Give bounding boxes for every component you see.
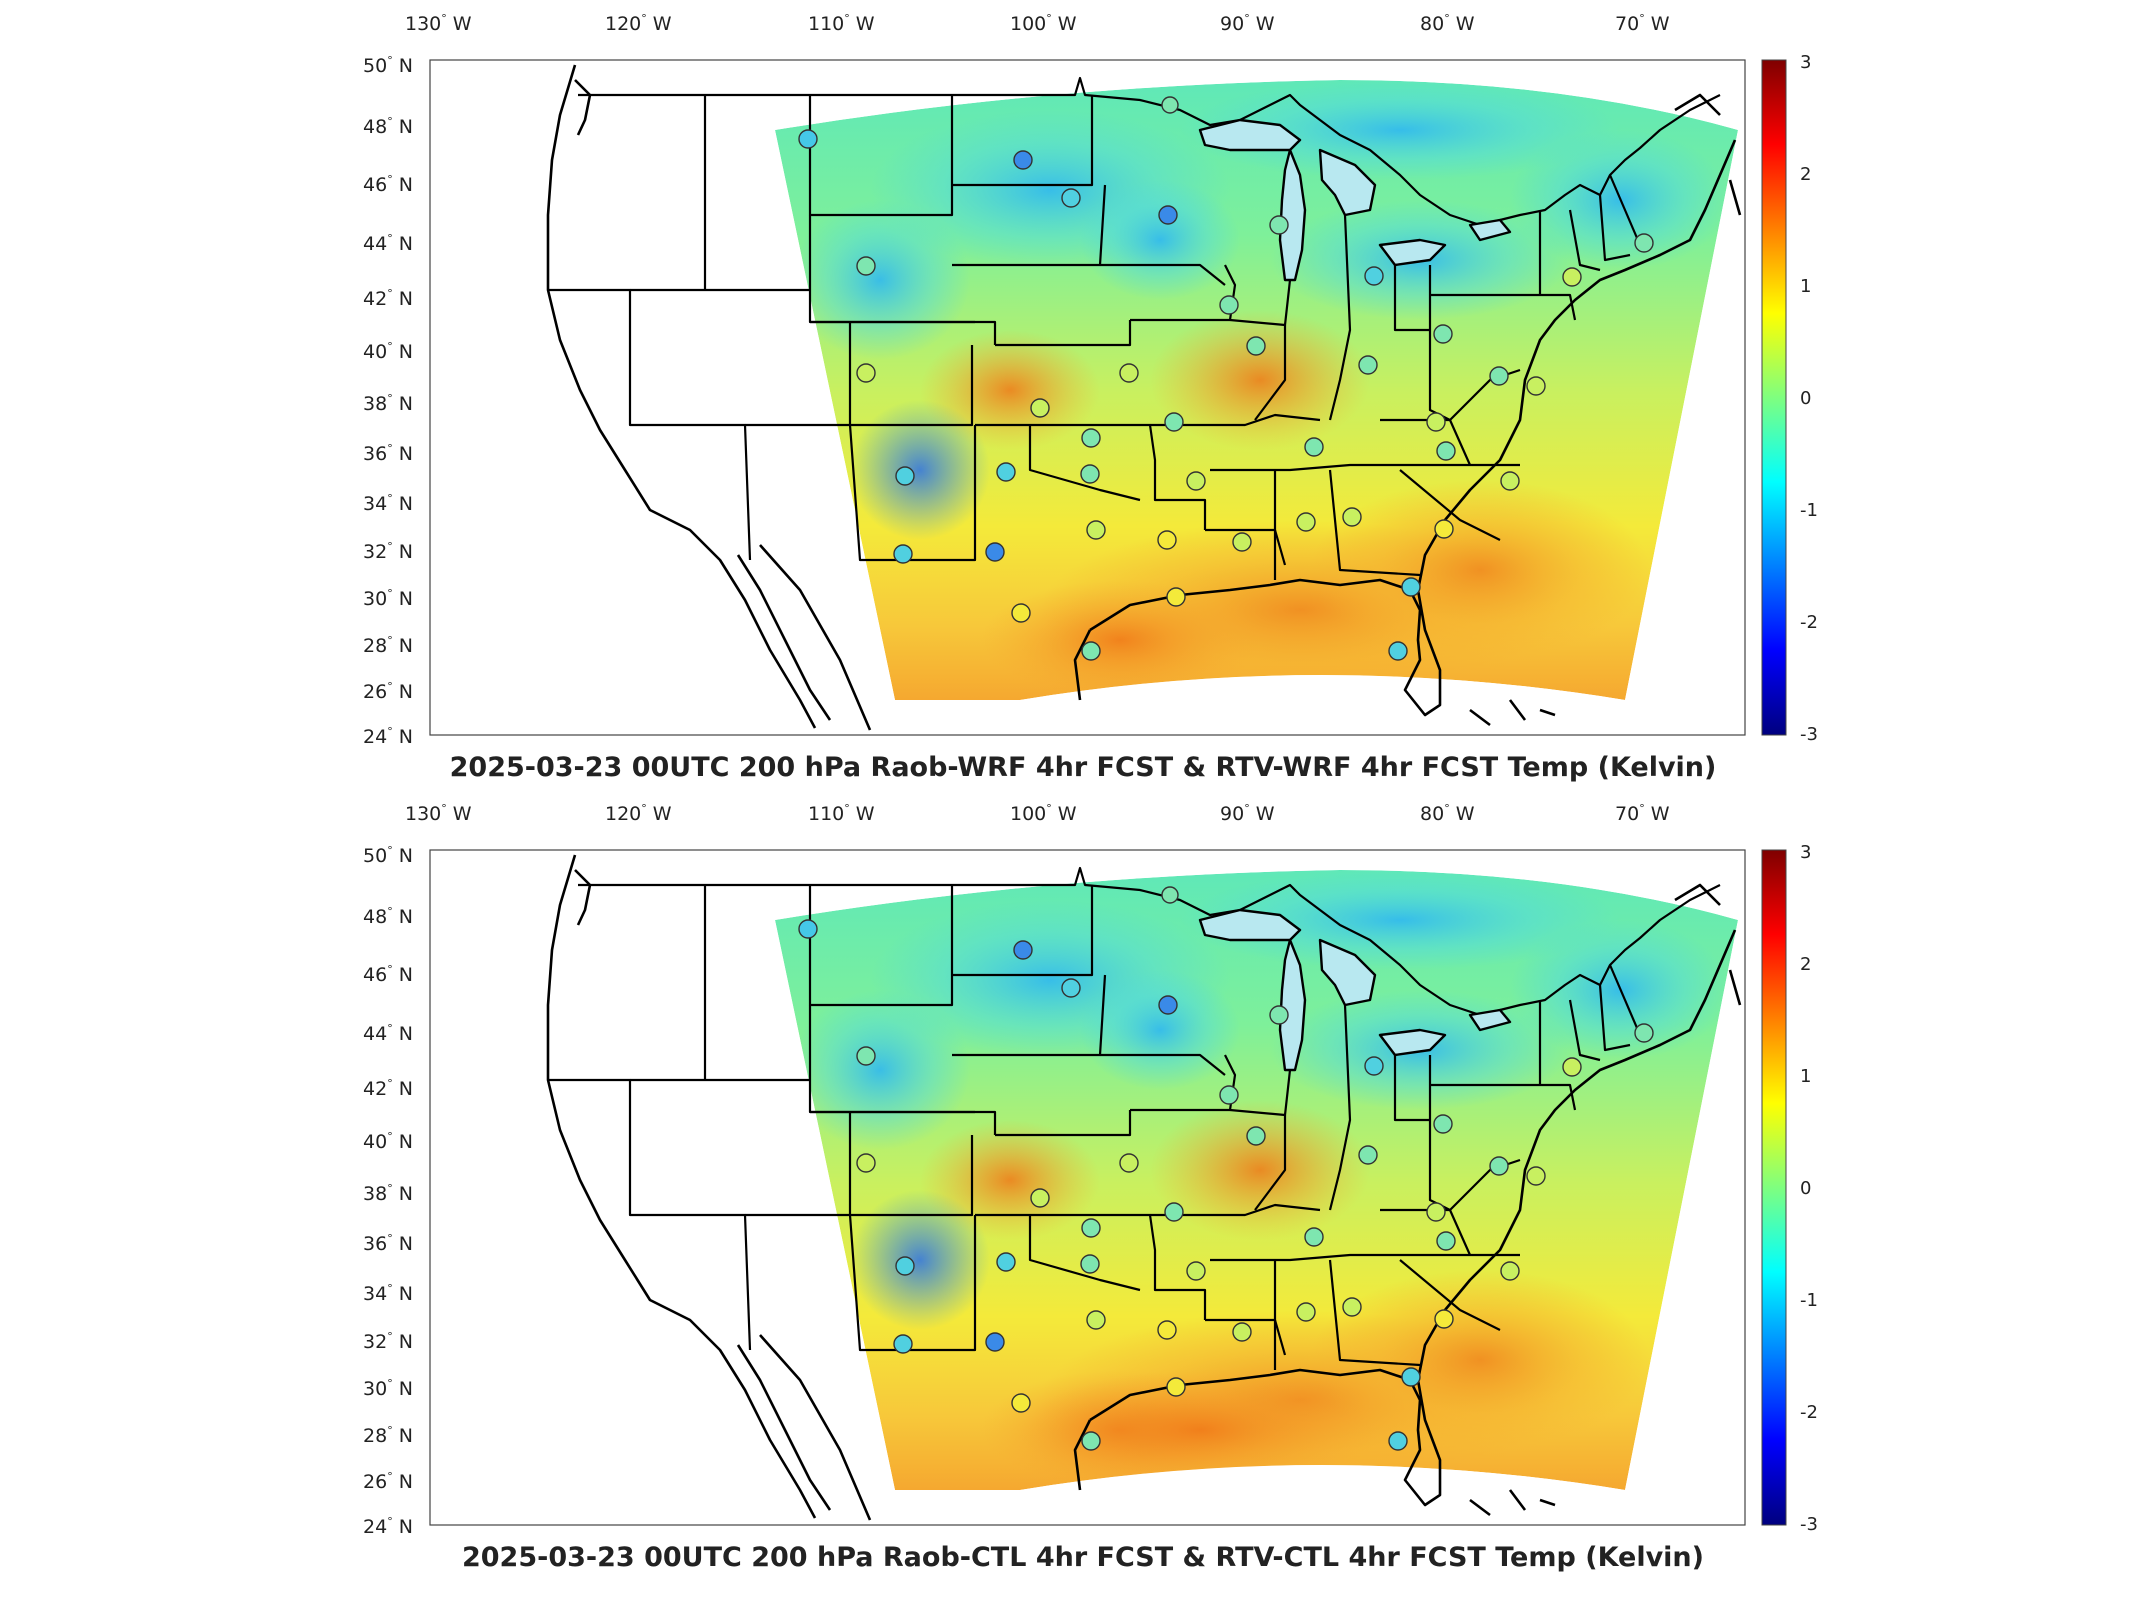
svg-text:42°N: 42° N	[363, 287, 413, 310]
colorbar-tick: -3	[1800, 1514, 1818, 1535]
svg-text:48°N: 48° N	[363, 115, 413, 138]
longitude-tick-labels: 130° W 120° W 110° W 100° W 90° W 80° W 70° W	[405, 12, 1670, 35]
svg-text:26°N: 26° N	[363, 680, 413, 703]
map-frame	[429, 849, 1746, 1526]
svg-text:120°W: 120° W	[605, 12, 672, 35]
lon-tick: 90	[1220, 803, 1244, 825]
svg-text:46°N: 46° N	[363, 173, 413, 196]
lon-tick: 70	[1615, 803, 1639, 825]
station-markers	[798, 886, 1654, 1451]
temperature-field	[775, 80, 1738, 700]
svg-text:42°N: 42° N	[363, 1077, 413, 1100]
lon-tick: 90	[1220, 13, 1244, 35]
svg-text:24°N: 24° N	[363, 725, 413, 748]
lon-tick: 100	[1010, 803, 1046, 825]
latitude-tick-labels: 50° N 48° N 46° N 44° N 42° N 40° N 38° N 36° N …	[363, 844, 413, 1538]
svg-text:44°N: 44° N	[363, 232, 413, 255]
svg-text:80°W: 80° W	[1420, 12, 1475, 35]
svg-text:130°W: 130° W	[405, 802, 472, 825]
colorbar-tick: -2	[1800, 612, 1818, 633]
svg-text:100°W: 100° W	[1010, 802, 1077, 825]
svg-text:36°N: 36° N	[363, 442, 413, 465]
lon-tick: 130	[405, 803, 441, 825]
svg-text:70°W: 70° W	[1615, 12, 1670, 35]
svg-text:90°W: 90° W	[1220, 12, 1275, 35]
svg-text:110°W: 110° W	[808, 12, 875, 35]
svg-text:34°N: 34° N	[363, 1282, 413, 1305]
svg-text:110°W: 110° W	[808, 802, 875, 825]
lon-tick: 120	[605, 13, 641, 35]
svg-text:40°N: 40° N	[363, 1130, 413, 1153]
lon-tick: 70	[1615, 13, 1639, 35]
colorbar-tick: 3	[1800, 842, 1811, 863]
lon-tick: 80	[1420, 13, 1444, 35]
svg-text:90°W: 90° W	[1220, 802, 1275, 825]
colorbar: 3 2 1 0 -1 -2 -3	[1761, 52, 1818, 745]
colorbar-tick: 1	[1800, 1066, 1811, 1087]
svg-text:32°N: 32° N	[363, 540, 413, 563]
colorbar-ramp	[1761, 59, 1787, 736]
colorbar-tick: 1	[1800, 276, 1811, 297]
svg-text:120°W: 120° W	[605, 802, 672, 825]
svg-text:40°N: 40° N	[363, 340, 413, 363]
panel-title: 2025-03-23 00UTC 200 hPa Raob-CTL 4hr FC…	[462, 1542, 1704, 1573]
svg-text:100°W: 100° W	[1010, 12, 1077, 35]
lon-tick: 80	[1420, 803, 1444, 825]
svg-text:28°N: 28° N	[363, 1424, 413, 1447]
svg-text:46°N: 46° N	[363, 963, 413, 986]
lon-tick: 110	[808, 803, 844, 825]
panel-top: 130° W 120° W 110° W 100° W 90° W 80° W 70° W 5…	[363, 12, 1818, 783]
svg-text:30°N: 30° N	[363, 587, 413, 610]
svg-text:50°N: 50° N	[363, 844, 413, 867]
station-markers	[798, 96, 1654, 661]
lon-tick: 130	[405, 13, 441, 35]
colorbar-tick: 0	[1800, 1178, 1811, 1199]
panel-title: 2025-03-23 00UTC 200 hPa Raob-WRF 4hr FC…	[450, 752, 1717, 783]
panel-bottom: 130° W 120° W 110° W 100° W 90° W 80° W 70° W 5…	[363, 802, 1818, 1573]
svg-text:48°N: 48° N	[363, 905, 413, 928]
svg-text:80°W: 80° W	[1420, 802, 1475, 825]
svg-text:70°W: 70° W	[1615, 802, 1670, 825]
svg-text:28°N: 28° N	[363, 634, 413, 657]
colorbar: 3 2 1 0 -1 -2 -3	[1761, 842, 1818, 1535]
colorbar-tick: -2	[1800, 1402, 1818, 1423]
svg-text:32°N: 32° N	[363, 1330, 413, 1353]
latitude-tick-labels: 50° N 48° N 46° N 44° N 42° N 40° N 38° N 36° N …	[363, 54, 413, 748]
colorbar-tick: 2	[1800, 954, 1811, 975]
lon-tick: 110	[808, 13, 844, 35]
svg-text:50°N: 50° N	[363, 54, 413, 77]
map-frame	[429, 59, 1746, 736]
svg-text:26°N: 26° N	[363, 1470, 413, 1493]
colorbar-tick: -1	[1800, 1290, 1818, 1311]
svg-text:44°N: 44° N	[363, 1022, 413, 1045]
svg-text:24°N: 24° N	[363, 1515, 413, 1538]
colorbar-tick: 0	[1800, 388, 1811, 409]
svg-text:30°N: 30° N	[363, 1377, 413, 1400]
colorbar-tick: 2	[1800, 164, 1811, 185]
lon-tick: 100	[1010, 13, 1046, 35]
lon-tick: 120	[605, 803, 641, 825]
temperature-field	[775, 870, 1738, 1490]
colorbar-tick: 3	[1800, 52, 1811, 73]
svg-text:34°N: 34° N	[363, 492, 413, 515]
colorbar-ramp	[1761, 849, 1787, 1526]
svg-text:38°N: 38° N	[363, 1182, 413, 1205]
svg-text:38°N: 38° N	[363, 392, 413, 415]
svg-text:130°W: 130° W	[405, 12, 472, 35]
colorbar-tick: -1	[1800, 500, 1818, 521]
longitude-tick-labels: 130° W 120° W 110° W 100° W 90° W 80° W 70° W	[405, 802, 1670, 825]
colorbar-tick: -3	[1800, 724, 1818, 745]
svg-text:36°N: 36° N	[363, 1232, 413, 1255]
